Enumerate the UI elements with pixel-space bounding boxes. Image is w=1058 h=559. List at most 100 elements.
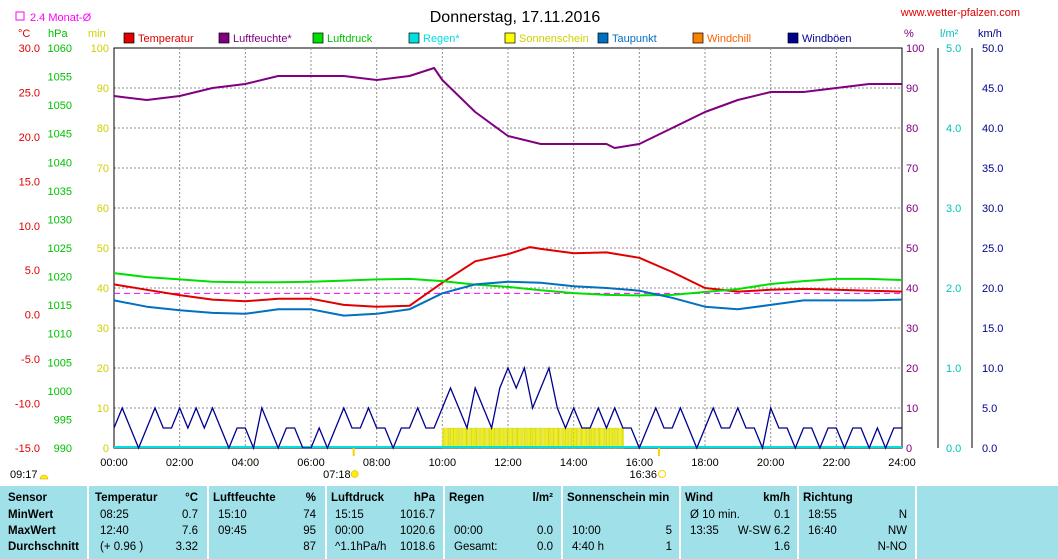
sunshine-bar bbox=[601, 427, 603, 449]
legend-label: Luftdruck bbox=[327, 33, 373, 45]
x-tick-label: 04:00 bbox=[232, 457, 260, 469]
table-column-bg bbox=[0, 486, 87, 559]
sunshine-bar bbox=[543, 427, 546, 449]
sunshine-bar bbox=[502, 427, 505, 449]
pressure-tick-label: 1005 bbox=[48, 357, 72, 369]
weather-chart: Donnerstag, 17.11.2016 www.wetter-pfalze… bbox=[10, 7, 1020, 481]
sunshine-bars bbox=[442, 427, 624, 449]
rain-tick-label: 5.0 bbox=[946, 43, 961, 55]
wind-tick-label: 25.0 bbox=[982, 243, 1003, 255]
sunshine-bar bbox=[464, 427, 467, 449]
humidity-tick-label: 0 bbox=[906, 443, 912, 455]
sunshine-bar bbox=[570, 427, 572, 449]
header-druck-unit: hPa bbox=[413, 492, 435, 504]
legend-swatch bbox=[597, 32, 609, 44]
temp-tick-label: -5.0 bbox=[21, 354, 40, 366]
temp-tick-label: 10.0 bbox=[19, 221, 40, 233]
sunshine-bar bbox=[617, 427, 620, 449]
sunshine-bar bbox=[463, 427, 465, 449]
sunshine-bar bbox=[497, 427, 500, 449]
header-luftfeuchte: Luftfeuchte bbox=[213, 492, 276, 504]
sunshine-bar bbox=[460, 427, 462, 449]
cell-wind-time: 13:35 bbox=[690, 525, 719, 537]
chart-grid bbox=[113, 47, 903, 449]
sunshine-bar bbox=[558, 427, 560, 449]
sunshine-bar bbox=[519, 427, 521, 449]
sunshine-bar bbox=[545, 427, 547, 449]
sunshine-bar bbox=[581, 427, 584, 449]
dewpoint-line bbox=[113, 280, 903, 317]
header-temperatur: Temperatur bbox=[95, 492, 158, 504]
sunshine-bar bbox=[506, 427, 508, 449]
table-column-bg bbox=[917, 486, 1058, 559]
sunshine-bar bbox=[496, 427, 498, 449]
rain-tick-label: 2.0 bbox=[946, 283, 961, 295]
sunshine-bar bbox=[525, 427, 528, 449]
cell-wind-value: 0.1 bbox=[774, 509, 790, 521]
sunshine-bar bbox=[509, 427, 511, 449]
x-tick-label: 02:00 bbox=[166, 457, 194, 469]
table-column-bg bbox=[681, 486, 797, 559]
cell-rain-value: 0.0 bbox=[537, 541, 553, 553]
header-luftdruck: Luftdruck bbox=[331, 492, 385, 504]
cell-hum-value: 95 bbox=[303, 525, 316, 537]
cell-rain-time: Gesamt: bbox=[454, 541, 498, 553]
sunset-label: 16:36 bbox=[630, 469, 658, 481]
sunshine-bar bbox=[607, 427, 610, 449]
cell-dir-time: 16:40 bbox=[808, 525, 837, 537]
pressure-tick-label: 1045 bbox=[48, 129, 72, 141]
sunshine-bar bbox=[589, 427, 592, 449]
sunshine-bar bbox=[499, 427, 501, 449]
sunshine-bar bbox=[527, 427, 529, 449]
row-label: Durchschnitt bbox=[8, 541, 79, 553]
header-richtung: Richtung bbox=[803, 492, 853, 504]
sunshine-bar bbox=[522, 427, 524, 449]
legend-label: Windchill bbox=[707, 33, 751, 45]
sunshine-bar bbox=[611, 427, 613, 449]
sunshine-bar bbox=[475, 427, 477, 449]
pressure-tick-label: 1010 bbox=[48, 329, 72, 341]
wind-tick-label: 10.0 bbox=[982, 363, 1003, 375]
sunshine-tick-label: 90 bbox=[97, 83, 109, 95]
sunshine-bar bbox=[446, 427, 449, 449]
table-column-bg bbox=[327, 486, 443, 559]
legend-label: Sonnenschein bbox=[519, 33, 589, 45]
pressure-tick-label: 1035 bbox=[48, 186, 72, 198]
cell-sun-value: 1 bbox=[665, 541, 672, 553]
x-tick-label: 18:00 bbox=[691, 457, 719, 469]
sunshine-bar bbox=[491, 427, 493, 449]
sunshine-bar bbox=[583, 427, 585, 449]
sunshine-bar bbox=[535, 427, 537, 449]
sunshine-bar bbox=[488, 427, 490, 449]
legend-swatch bbox=[787, 32, 799, 44]
sunshine-bar bbox=[442, 427, 444, 449]
sunshine-bar bbox=[445, 427, 447, 449]
sunshine-bar bbox=[486, 427, 488, 449]
sunshine-bar bbox=[479, 427, 482, 449]
sunshine-bar bbox=[619, 427, 621, 449]
x-tick-label: 10:00 bbox=[429, 457, 457, 469]
sunshine-bar bbox=[576, 427, 579, 449]
x-tick-label: 24:00 bbox=[888, 457, 916, 469]
temp-tick-label: 25.0 bbox=[19, 87, 40, 99]
sunshine-bar bbox=[473, 427, 475, 449]
cell-press-value: 1018.6 bbox=[399, 541, 435, 553]
sunshine-bar bbox=[565, 427, 567, 449]
cell-sun-value: 5 bbox=[665, 525, 672, 537]
sunshine-bar bbox=[578, 427, 580, 449]
sunshine-bar bbox=[606, 427, 608, 449]
cell-dir-time: 18:55 bbox=[808, 509, 837, 521]
sunshine-bar bbox=[478, 427, 480, 449]
sunshine-bar bbox=[451, 427, 454, 449]
legend-label: Windböen bbox=[802, 33, 852, 45]
cell-press-time: 00:00 bbox=[335, 525, 364, 537]
temp-tick-label: -15.0 bbox=[15, 443, 40, 455]
rain-tick-label: 4.0 bbox=[946, 123, 961, 135]
unit-celsius: °C bbox=[18, 28, 30, 40]
chart-axes: 00:00 02:00 04:00 06:00 08:00 10:00 12:00 14:00… bbox=[15, 43, 1004, 469]
sunshine-tick-label: 40 bbox=[97, 283, 109, 295]
sunshine-bar bbox=[555, 427, 557, 449]
sunshine-bar bbox=[501, 427, 503, 449]
moon-icon bbox=[39, 474, 49, 480]
humidity-line bbox=[113, 67, 902, 149]
